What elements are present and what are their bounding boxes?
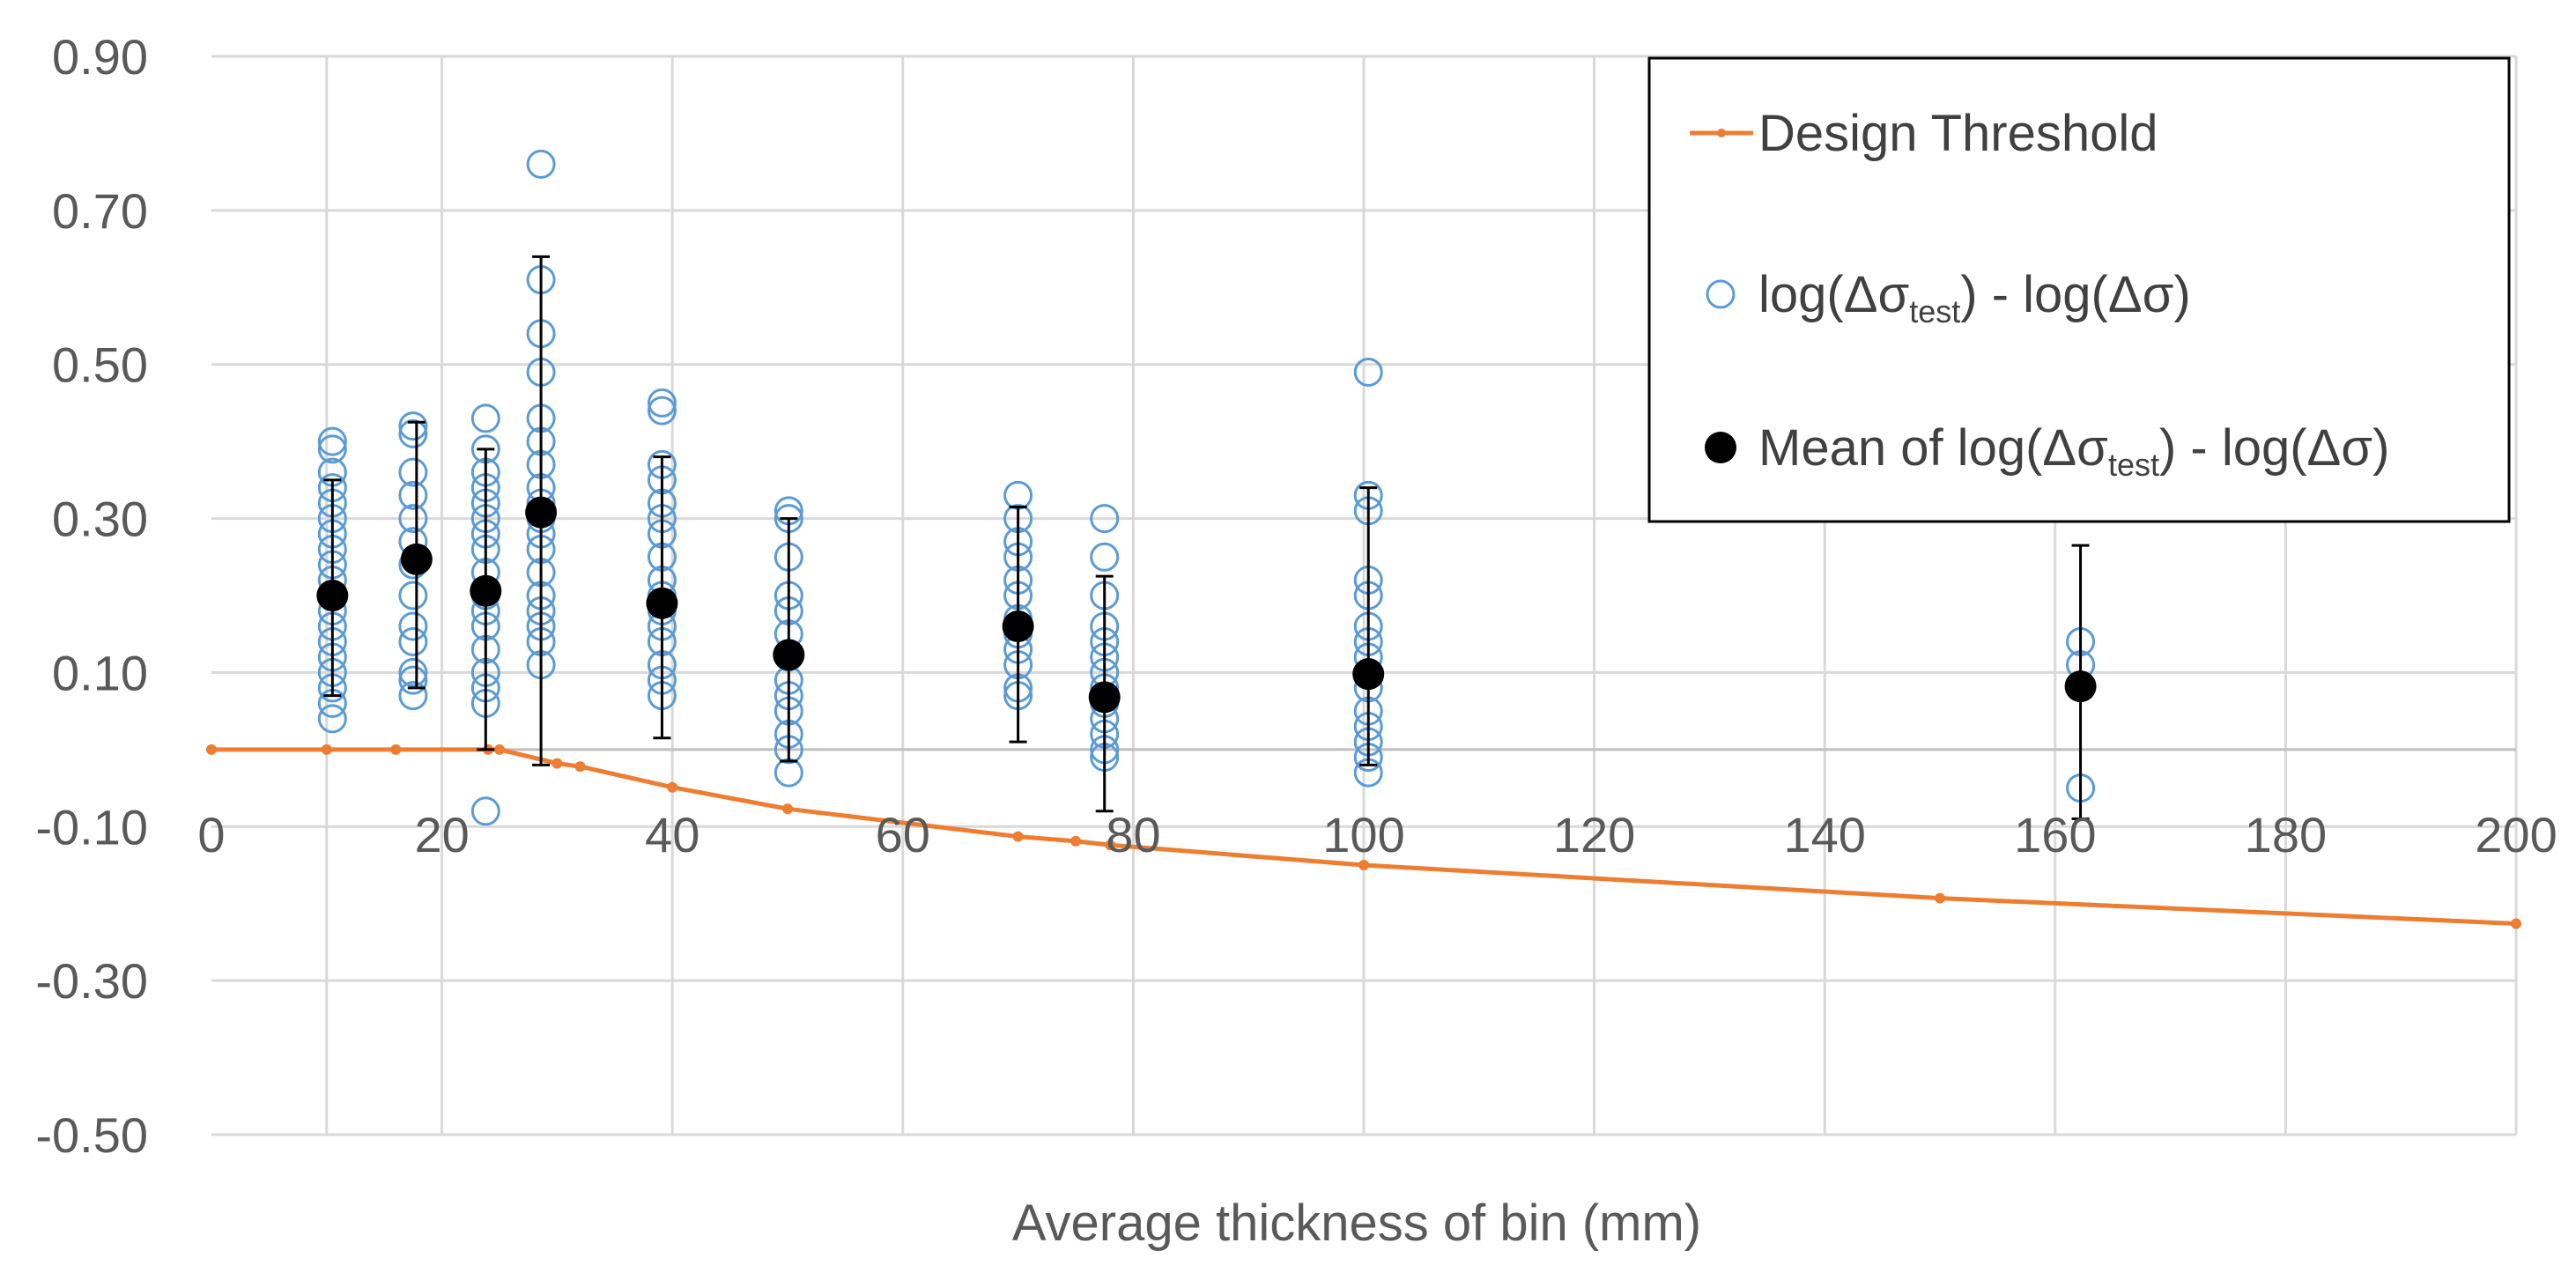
mean-point [400,543,433,575]
mean-point [1002,610,1034,642]
threshold-marker [574,761,586,773]
legend-mean-label-sub: test [2108,447,2159,483]
threshold-marker [1105,840,1116,851]
test-point [317,426,347,456]
test-point [398,504,428,534]
y-tick-label: 0.90 [52,29,148,85]
test-point [398,418,428,448]
x-tick-labels: 0 20 40 60 80 100 120 140 160 180 200 [197,807,2557,862]
y-tick-label: 0.70 [52,183,148,239]
y-tick-label: 0.30 [52,492,148,547]
y-tick-labels: 0.90 0.70 0.50 0.30 0.10 -0.10 -0.30 -0.50 [35,29,148,1163]
threshold-marker [667,781,678,793]
legend-points-label: log(Δσtest) - log(Δσ) [1758,266,2191,329]
mean-points-series [316,496,2097,714]
mean-point [316,580,349,611]
mean-point [1088,681,1121,714]
test-point [317,434,347,464]
legend-box [1647,56,2511,523]
x-axis-label: Average thickness of bin (mm) [1012,1195,1701,1252]
test-point [470,796,500,826]
x-tick-label: 160 [2014,807,2096,862]
legend-mean-label-pre: Mean of log(Δσ [1758,419,2108,477]
x-tick-label: 100 [1322,807,1404,862]
y-tick-label: -0.30 [35,953,148,1009]
test-point [398,611,428,641]
test-point [398,657,428,687]
y-tick-label: 0.50 [52,337,148,393]
legend-mean-swatch [1705,432,1736,463]
mean-point [773,639,805,671]
test-point [1090,542,1120,572]
x-tick-label: 140 [1783,807,1865,862]
legend-threshold-marker [1717,129,1726,137]
mean-point [2064,670,2097,703]
threshold-marker [551,758,563,769]
threshold-marker [494,744,505,755]
threshold-marker [782,803,793,815]
x-tick-label: 0 [197,807,225,862]
legend-mean-label-post: ) - log(Δσ) [2159,419,2389,477]
x-tick-label: 40 [645,807,700,862]
x-tick-label: 120 [1553,807,1635,862]
mean-point [525,496,558,529]
threshold-marker [390,744,402,755]
legend-points-label-pre: log(Δσ [1758,266,1909,323]
mean-point [646,587,678,619]
test-point [526,149,556,179]
x-tick-label: 20 [414,807,469,862]
x-tick-label: 180 [2245,807,2327,862]
threshold-marker [321,744,332,755]
test-point [398,665,428,695]
x-tick-label: 60 [876,807,930,862]
legend-points-label-post: ) - log(Δσ) [1960,266,2190,323]
threshold-marker [206,744,217,755]
threshold-marker [1358,860,1369,870]
legend-threshold-label: Design Threshold [1758,105,2158,162]
test-point [398,480,428,510]
test-point [647,388,677,418]
y-tick-label: 0.10 [52,645,148,700]
test-point [398,411,428,441]
test-point [398,457,428,487]
x-tick-label: 200 [2475,807,2557,862]
legend-points-swatch [1706,279,1736,309]
x-tick-label: 80 [1106,807,1160,862]
legend-points-label-sub: test [1909,293,1960,329]
mean-point [470,574,502,607]
test-point [1353,357,1383,387]
test-point [317,704,347,734]
y-tick-label: -0.50 [35,1107,148,1163]
test-point [398,581,428,610]
mean-point [1352,658,1385,691]
y-tick-label: -0.10 [35,799,148,855]
design-threshold-series [206,744,2521,929]
threshold-marker [1935,892,1945,904]
threshold-marker [1070,835,1081,847]
test-point [647,396,677,425]
test-point [470,403,500,433]
test-point [398,626,428,656]
test-point [1090,504,1120,534]
legend: Design Threshold log(Δσtest) - log(Δσ) M… [1647,56,2511,523]
test-point [398,681,428,711]
threshold-marker [1012,831,1024,842]
legend-mean-label: Mean of log(Δσtest) - log(Δσ) [1758,419,2389,483]
threshold-marker [2511,918,2521,929]
